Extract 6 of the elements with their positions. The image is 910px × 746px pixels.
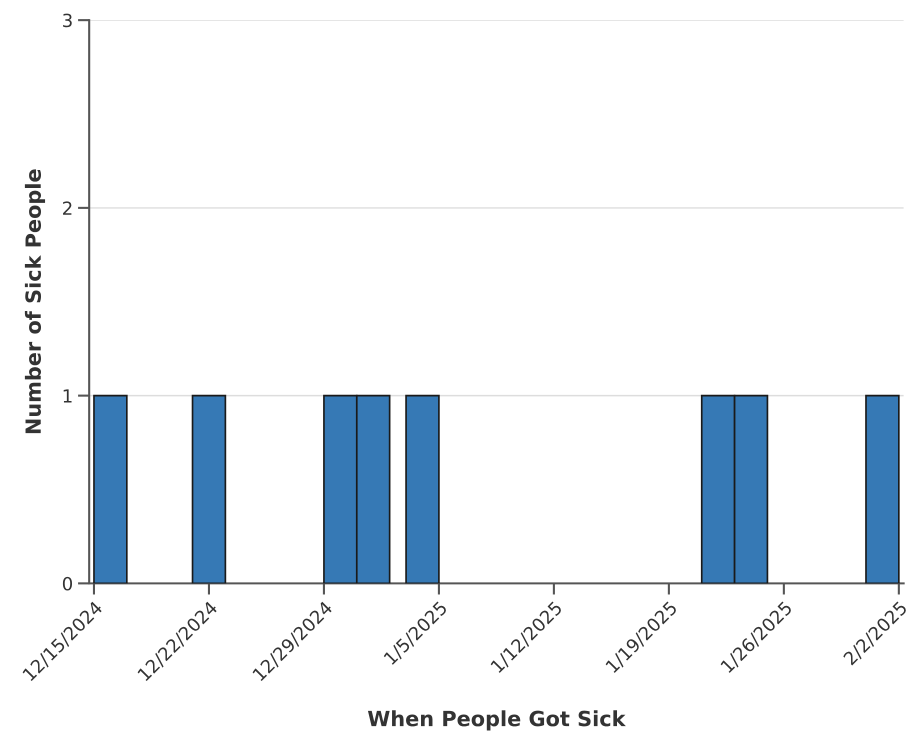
y-tick-label: 0 [62,576,72,590]
y-axis-title: Number of Sick People [24,169,46,434]
y-tick-label: 1 [64,389,72,402]
y-tick-label: 2 [63,201,72,215]
x-axis-title: When People Got Sick [368,710,626,730]
y-tick-label: 3 [63,14,72,28]
